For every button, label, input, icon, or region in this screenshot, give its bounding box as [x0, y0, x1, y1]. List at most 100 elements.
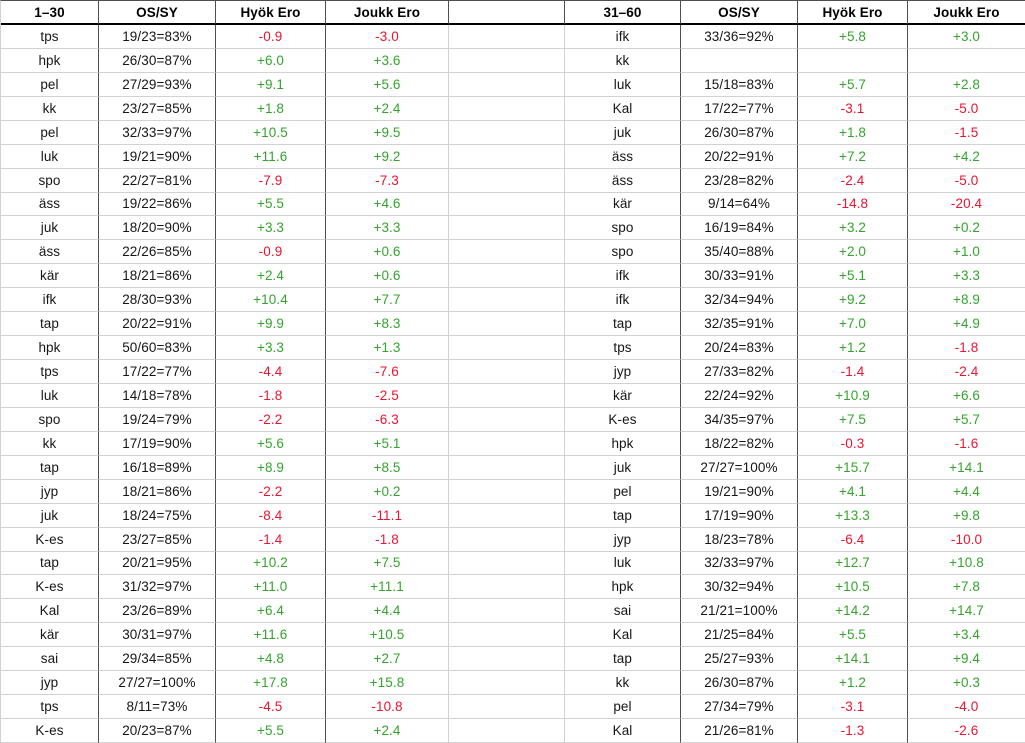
hyok-ero-cell[interactable]: +17.8	[216, 671, 326, 696]
ossy-cell[interactable]: 17/19=90%	[99, 431, 216, 456]
hyok-ero-cell[interactable]: -14.8	[798, 192, 908, 217]
hyok-ero-cell[interactable]: +5.1	[798, 264, 908, 289]
hyok-ero-cell[interactable]: -6.4	[798, 527, 908, 552]
team-cell[interactable]: luk	[565, 551, 681, 576]
ossy-cell[interactable]: 21/26=81%	[681, 719, 798, 743]
joukk-ero-cell[interactable]: +2.8	[908, 73, 1025, 97]
hyok-ero-cell[interactable]: +3.2	[798, 216, 908, 241]
ossy-cell[interactable]: 18/21=86%	[99, 479, 216, 504]
ossy-cell[interactable]: 14/18=78%	[99, 383, 216, 408]
hyok-ero-cell[interactable]: +10.5	[798, 575, 908, 600]
ossy-cell[interactable]: 15/18=83%	[681, 72, 798, 97]
joukk-ero-cell[interactable]: -7.6	[326, 360, 449, 384]
ossy-cell[interactable]: 27/27=100%	[99, 671, 216, 696]
header-hyok-ero-second-half[interactable]: Hyök Ero	[798, 1, 908, 25]
spacer-cell[interactable]	[449, 695, 565, 720]
team-cell[interactable]: ifk	[1, 288, 99, 313]
joukk-ero-cell[interactable]: +4.9	[908, 312, 1025, 337]
team-cell[interactable]: juk	[1, 216, 99, 241]
hyok-ero-cell[interactable]: +5.5	[216, 192, 326, 217]
header-period-first-half[interactable]: 1–30	[1, 1, 99, 25]
joukk-ero-cell[interactable]	[908, 49, 1025, 73]
team-cell[interactable]: juk	[565, 455, 681, 480]
team-cell[interactable]: spo	[1, 168, 99, 193]
team-cell[interactable]: juk	[1, 503, 99, 528]
ossy-cell[interactable]: 17/19=90%	[681, 503, 798, 528]
joukk-ero-cell[interactable]: -10.8	[326, 695, 449, 720]
hyok-ero-cell[interactable]: -0.9	[216, 25, 326, 49]
joukk-ero-cell[interactable]: +1.0	[908, 240, 1025, 265]
ossy-cell[interactable]: 21/25=84%	[681, 623, 798, 648]
joukk-ero-cell[interactable]: -20.4	[908, 193, 1025, 217]
joukk-ero-cell[interactable]: +11.1	[326, 575, 449, 600]
hyok-ero-cell[interactable]: +4.8	[216, 647, 326, 672]
hyok-ero-cell[interactable]: +1.8	[798, 120, 908, 145]
joukk-ero-cell[interactable]: +6.6	[908, 384, 1025, 408]
team-cell[interactable]: äss	[565, 144, 681, 169]
spacer-cell[interactable]	[449, 25, 565, 49]
joukk-ero-cell[interactable]: +9.8	[908, 504, 1025, 528]
joukk-ero-cell[interactable]: -4.0	[908, 695, 1025, 720]
hyok-ero-cell[interactable]: +5.8	[798, 25, 908, 49]
hyok-ero-cell[interactable]: -2.2	[216, 479, 326, 504]
spacer-cell[interactable]	[449, 192, 565, 217]
joukk-ero-cell[interactable]: +7.5	[326, 551, 449, 576]
spacer-cell[interactable]	[449, 216, 565, 241]
hyok-ero-cell[interactable]: +11.0	[216, 575, 326, 600]
hyok-ero-cell[interactable]: +14.2	[798, 599, 908, 624]
team-cell[interactable]: hpk	[1, 336, 99, 361]
hyok-ero-cell[interactable]: +4.1	[798, 479, 908, 504]
team-cell[interactable]: jyp	[1, 479, 99, 504]
team-cell[interactable]: ifk	[565, 25, 681, 49]
joukk-ero-cell[interactable]: +4.4	[326, 599, 449, 624]
spacer-cell[interactable]	[449, 575, 565, 600]
ossy-cell[interactable]: 26/30=87%	[681, 120, 798, 145]
hyok-ero-cell[interactable]: +7.0	[798, 312, 908, 337]
ossy-cell[interactable]: 27/33=82%	[681, 360, 798, 384]
team-cell[interactable]: K-es	[1, 527, 99, 552]
team-cell[interactable]: kk	[1, 431, 99, 456]
hyok-ero-cell[interactable]: +1.2	[798, 671, 908, 696]
ossy-cell[interactable]: 20/22=91%	[681, 144, 798, 169]
ossy-cell[interactable]: 30/33=91%	[681, 264, 798, 289]
team-cell[interactable]: äss	[565, 168, 681, 193]
hyok-ero-cell[interactable]: +12.7	[798, 551, 908, 576]
joukk-ero-cell[interactable]: -1.6	[908, 432, 1025, 456]
hyok-ero-cell[interactable]: +9.2	[798, 288, 908, 313]
joukk-ero-cell[interactable]: +7.8	[908, 575, 1025, 600]
spacer-cell[interactable]	[449, 383, 565, 408]
ossy-cell[interactable]: 17/22=77%	[681, 96, 798, 121]
joukk-ero-cell[interactable]: +14.1	[908, 456, 1025, 480]
hyok-ero-cell[interactable]: -4.4	[216, 360, 326, 384]
hyok-ero-cell[interactable]: +5.5	[216, 719, 326, 743]
hyok-ero-cell[interactable]: -3.1	[798, 695, 908, 720]
joukk-ero-cell[interactable]: -5.0	[908, 169, 1025, 193]
team-cell[interactable]: kär	[565, 192, 681, 217]
ossy-cell[interactable]: 19/22=86%	[99, 192, 216, 217]
joukk-ero-cell[interactable]: -1.5	[908, 121, 1025, 145]
hyok-ero-cell[interactable]: +9.9	[216, 312, 326, 337]
joukk-ero-cell[interactable]: +4.2	[908, 145, 1025, 169]
hyok-ero-cell[interactable]: -0.3	[798, 431, 908, 456]
ossy-cell[interactable]: 32/33=97%	[681, 551, 798, 576]
ossy-cell[interactable]	[681, 48, 798, 73]
ossy-cell[interactable]: 20/23=87%	[99, 719, 216, 743]
ossy-cell[interactable]: 23/27=85%	[99, 96, 216, 121]
team-cell[interactable]: spo	[565, 216, 681, 241]
joukk-ero-cell[interactable]: +1.3	[326, 336, 449, 361]
hyok-ero-cell[interactable]	[798, 48, 908, 73]
team-cell[interactable]: pel	[565, 479, 681, 504]
team-cell[interactable]: ifk	[565, 288, 681, 313]
header-spacer-cell[interactable]	[449, 1, 565, 25]
joukk-ero-cell[interactable]: -1.8	[908, 336, 1025, 361]
spacer-cell[interactable]	[449, 671, 565, 696]
joukk-ero-cell[interactable]: +7.7	[326, 288, 449, 313]
ossy-cell[interactable]: 23/26=89%	[99, 599, 216, 624]
spacer-cell[interactable]	[449, 647, 565, 672]
joukk-ero-cell[interactable]: +0.3	[908, 671, 1025, 696]
spacer-cell[interactable]	[449, 599, 565, 624]
team-cell[interactable]: äss	[1, 192, 99, 217]
joukk-ero-cell[interactable]: +3.3	[326, 216, 449, 241]
joukk-ero-cell[interactable]: -6.3	[326, 407, 449, 432]
ossy-cell[interactable]: 20/24=83%	[681, 336, 798, 361]
